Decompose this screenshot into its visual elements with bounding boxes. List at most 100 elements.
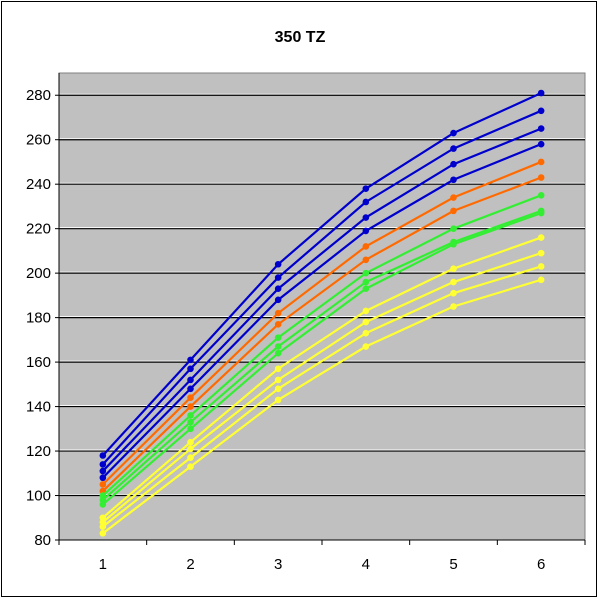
data-point (274, 334, 282, 341)
data-point (537, 209, 545, 217)
data-point (450, 278, 457, 286)
y-tick-label: 260 (26, 132, 51, 149)
data-point (274, 396, 282, 404)
data-point (537, 174, 545, 181)
series-7 (99, 192, 545, 499)
data-point (362, 269, 370, 277)
data-point (99, 452, 107, 459)
data-point (274, 260, 282, 268)
data-point (450, 160, 457, 168)
data-point (187, 385, 194, 393)
data-point (537, 234, 545, 241)
data-point (99, 481, 107, 488)
data-point (537, 158, 545, 166)
data-point (450, 265, 457, 272)
data-point (274, 285, 282, 293)
data-point (362, 307, 370, 315)
data-point (537, 192, 545, 199)
data-point (537, 263, 545, 270)
data-point (362, 329, 370, 337)
series-line (102, 127, 542, 472)
y-tick-label: 240 (26, 176, 51, 193)
series-4 (99, 140, 545, 482)
data-point (274, 320, 282, 328)
series-5 (99, 158, 545, 488)
data-point (450, 289, 457, 297)
series-6 (99, 174, 545, 495)
data-point (450, 303, 457, 310)
series-9 (99, 209, 545, 508)
data-point (537, 107, 545, 115)
y-tick-label: 140 (26, 399, 51, 416)
y-tick-label: 120 (26, 443, 51, 460)
data-point (362, 243, 370, 250)
series-line (102, 209, 542, 501)
x-tick-labels: 1 2 3 4 5 6 (99, 556, 546, 573)
data-point (362, 318, 370, 326)
x-tick-label: 3 (274, 556, 282, 573)
data-point (450, 225, 457, 232)
data-point (99, 523, 107, 530)
data-point (362, 198, 370, 206)
data-point (187, 418, 194, 426)
data-point (537, 89, 545, 97)
data-point (450, 240, 457, 248)
data-point (537, 249, 545, 257)
data-point (99, 501, 107, 508)
data-point (274, 385, 282, 393)
data-point (274, 376, 282, 384)
data-point (362, 256, 370, 264)
data-point (362, 278, 370, 286)
data-point (187, 403, 194, 410)
data-point (450, 194, 457, 201)
data-point (362, 343, 370, 350)
x-tick-label: 1 (99, 556, 107, 573)
data-point (187, 438, 194, 446)
x-tick-label: 5 (449, 556, 457, 573)
series-11 (99, 249, 545, 526)
data-point (450, 129, 457, 137)
y-tick-label: 280 (26, 87, 51, 104)
data-point (187, 454, 194, 462)
data-point (187, 425, 194, 433)
x-tick-label: 6 (537, 556, 545, 573)
series-12 (99, 263, 545, 530)
data-point (362, 227, 370, 235)
series-3 (99, 125, 545, 475)
series-line (102, 176, 542, 492)
data-point (187, 463, 194, 470)
data-point (99, 474, 107, 482)
series-line (102, 236, 542, 519)
y-tick-label: 80 (34, 532, 51, 549)
series-2 (99, 107, 545, 468)
series-group (99, 89, 545, 537)
data-point (274, 349, 282, 357)
series-line (102, 265, 542, 528)
data-point (450, 145, 457, 152)
data-point (274, 343, 282, 350)
data-point (362, 185, 370, 192)
series-line (102, 194, 542, 497)
data-point (537, 140, 545, 148)
y-tick-label: 160 (26, 354, 51, 371)
data-point (537, 125, 545, 132)
data-point (274, 309, 282, 317)
data-point (274, 296, 282, 304)
data-point (187, 376, 194, 384)
data-point (187, 445, 194, 453)
data-point (187, 365, 194, 373)
series-line (102, 109, 542, 466)
axes (55, 73, 586, 545)
data-point (274, 365, 282, 373)
x-tick-label: 4 (362, 556, 370, 573)
data-point (362, 214, 370, 221)
series-line (102, 160, 542, 486)
y-tick-label: 220 (26, 221, 51, 238)
series-line (102, 92, 542, 457)
series-line (102, 143, 542, 479)
data-point (99, 467, 107, 475)
y-tick-label: 180 (26, 310, 51, 327)
data-point (274, 274, 282, 281)
y-tick-label: 100 (26, 488, 51, 505)
